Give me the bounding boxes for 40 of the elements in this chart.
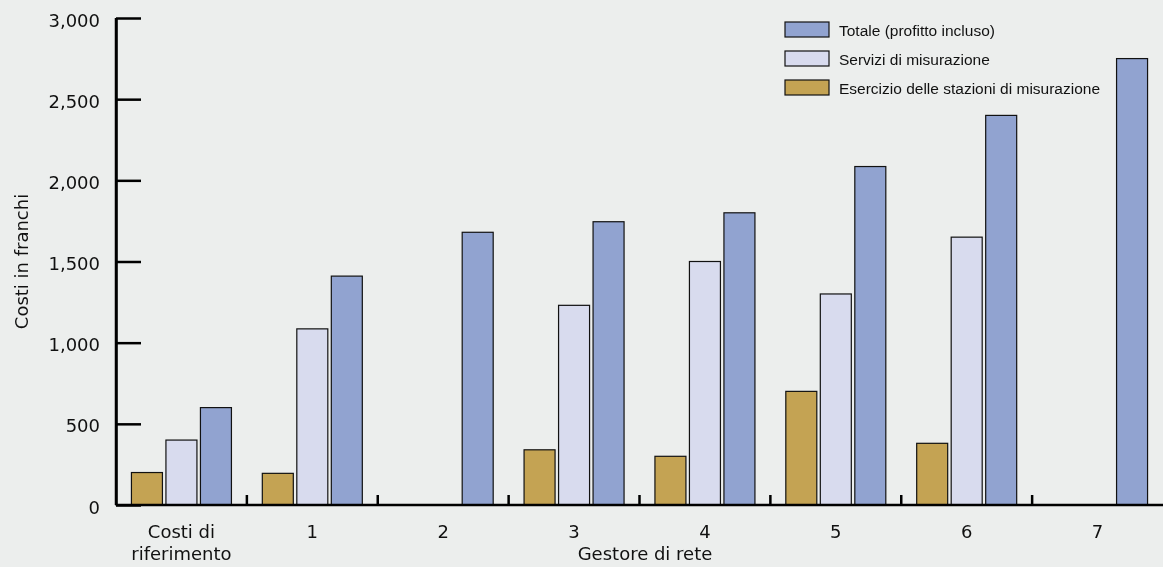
x-tick-label: 2 (437, 521, 449, 542)
bar (557, 304, 591, 506)
bar (916, 442, 949, 506)
bar (296, 328, 329, 506)
x-tick-label: 5 (830, 521, 842, 542)
bar (461, 231, 494, 506)
x-axis-title: Gestore di rete (577, 543, 713, 564)
y-tick-label: 1,500 (48, 253, 100, 275)
legend-label: Esercizio delle stazioni di misurazione (839, 80, 1101, 97)
x-tick-label: 4 (699, 521, 711, 542)
x-tick-label: Costi di riferimento (131, 521, 232, 564)
bar (723, 212, 756, 506)
bar (330, 275, 363, 506)
bar (985, 114, 1018, 506)
legend-label: Totale (profitto incluso) (839, 22, 995, 39)
y-tick-label: 500 (65, 415, 100, 437)
bar (654, 455, 687, 506)
bar (1115, 57, 1149, 506)
bar (165, 439, 198, 506)
bar (785, 390, 818, 506)
y-tick-label: 0 (88, 496, 100, 518)
x-tick-label: 7 (1091, 521, 1104, 542)
y-tick-label: 1,000 (48, 334, 100, 356)
y-tick-label: 2,000 (48, 171, 100, 193)
bar (523, 449, 556, 506)
bar (592, 221, 625, 506)
legend-label: Servizi di misurazione (839, 51, 990, 68)
y-tick-label: 2,500 (48, 90, 100, 112)
bar (130, 471, 164, 506)
bar (950, 236, 983, 506)
bar (819, 293, 852, 506)
y-tick-label: 3,000 (48, 9, 100, 31)
bar (854, 165, 887, 506)
y-axis-title: Costi in franchi (11, 193, 32, 330)
bar (199, 407, 233, 506)
x-tick-label: 3 (568, 521, 580, 542)
bar (261, 472, 294, 506)
bar (688, 260, 722, 506)
x-tick-label: 1 (306, 521, 319, 542)
x-tick-label: 6 (960, 521, 973, 542)
